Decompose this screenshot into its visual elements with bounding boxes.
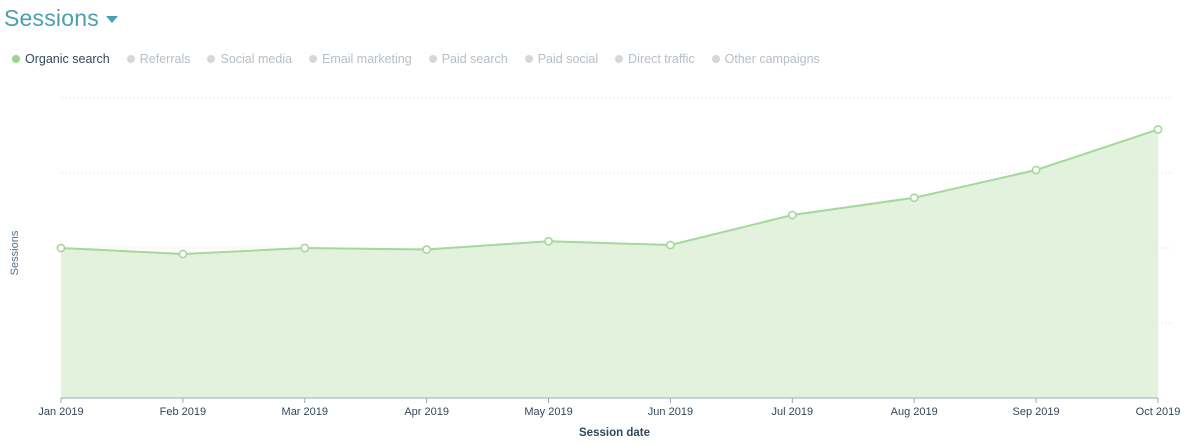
legend: Organic search Referrals Social media Email…: [12, 52, 837, 66]
legend-dot-icon: [428, 55, 437, 63]
data-point: [56, 243, 66, 253]
x-tick-label: Jun 2019: [648, 406, 693, 418]
legend-label: Direct traffic: [628, 52, 695, 66]
legend-item-paid-social[interactable]: Paid social: [524, 52, 599, 66]
x-tick-label: Jul 2019: [772, 406, 814, 418]
legend-item-organic-search[interactable]: Organic search: [12, 52, 110, 66]
data-point: [178, 249, 188, 259]
x-tick-label: Apr 2019: [404, 406, 449, 418]
legend-item-email-marketing[interactable]: Email marketing: [309, 52, 412, 66]
legend-dot-icon: [615, 55, 624, 63]
x-axis-title: Session date: [579, 427, 650, 439]
data-point: [1031, 165, 1041, 175]
legend-label: Organic search: [25, 52, 110, 66]
data-point: [787, 210, 797, 220]
x-tick-label: Sep 2019: [1013, 406, 1060, 418]
x-tick-label: May 2019: [524, 406, 572, 418]
data-point: [300, 243, 310, 253]
legend-label: Other campaigns: [724, 52, 820, 66]
data-point: [1153, 125, 1163, 134]
data-point: [544, 236, 553, 246]
legend-dot-icon: [711, 55, 720, 63]
legend-item-paid-search[interactable]: Paid search: [428, 52, 508, 66]
legend-item-social-media[interactable]: Social media: [207, 52, 292, 66]
legend-label: Email marketing: [322, 52, 412, 66]
page-title: Sessions: [4, 4, 99, 31]
legend-label: Social media: [220, 52, 293, 66]
legend-label: Referrals: [139, 52, 191, 66]
legend-dot-icon: [309, 55, 318, 63]
data-point: [666, 240, 675, 250]
legend-label: Paid search: [441, 52, 508, 66]
series-line-organic-search: [60, 128, 1159, 256]
legend-label: Paid social: [537, 52, 599, 66]
legend-dot-icon: [524, 55, 533, 63]
x-tick-label: Jan 2019: [38, 406, 83, 418]
x-tick-label: Feb 2019: [160, 406, 206, 418]
legend-item-direct-traffic[interactable]: Direct traffic: [615, 52, 695, 66]
legend-dot-icon: [126, 55, 135, 63]
legend-item-other-campaigns[interactable]: Other campaigns: [711, 52, 820, 66]
caret-down-icon: [105, 16, 118, 23]
data-point: [909, 193, 919, 203]
legend-dot-icon: [12, 55, 20, 63]
x-tick-label: Aug 2019: [891, 406, 938, 418]
x-tick-label: Oct 2019: [1136, 406, 1181, 418]
series-area-organic-search: [61, 129, 1158, 398]
y-axis-title: Sessions: [9, 230, 21, 275]
x-tick-label: Mar 2019: [282, 406, 328, 418]
chart-title-dropdown[interactable]: Sessions: [4, 2, 118, 34]
data-point: [422, 245, 432, 254]
legend-item-referrals[interactable]: Referrals: [126, 52, 191, 66]
legend-dot-icon: [207, 55, 216, 63]
